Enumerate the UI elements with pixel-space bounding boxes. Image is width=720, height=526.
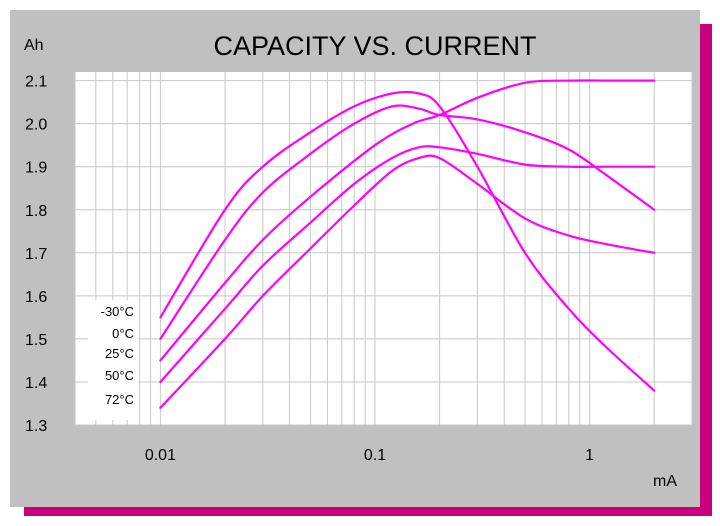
y-tick-label: 1.6 bbox=[25, 289, 47, 306]
x-tick-label: 0.1 bbox=[364, 447, 386, 464]
y-tick-labels: 1.3 1.4 1.5 1.6 1.7 1.8 1.9 2.0 2.1 bbox=[25, 74, 47, 435]
series-line bbox=[159, 154, 656, 409]
series-line bbox=[159, 90, 656, 392]
series-line bbox=[159, 104, 656, 340]
y-tick-label: 2.1 bbox=[25, 74, 47, 91]
x-tick-labels: 0.01 0.1 1 bbox=[145, 447, 594, 464]
x-tick-label: 1 bbox=[585, 447, 594, 464]
series-curves bbox=[159, 79, 656, 409]
y-tick-label: 1.9 bbox=[25, 160, 47, 177]
legend-label: 72°C bbox=[105, 392, 134, 407]
y-tick-label: 1.3 bbox=[25, 418, 47, 435]
legend-label: 25°C bbox=[105, 346, 134, 361]
y-tick-label: 1.5 bbox=[25, 332, 47, 349]
series-line bbox=[159, 79, 656, 362]
legend-label: 0°C bbox=[112, 326, 134, 341]
x-axis-label: mA bbox=[653, 473, 677, 490]
y-tick-label: 1.8 bbox=[25, 203, 47, 220]
y-tick-label: 2.0 bbox=[25, 117, 47, 134]
plot-area bbox=[75, 72, 692, 425]
chart-title: CAPACITY VS. CURRENT bbox=[213, 31, 536, 61]
grid-lines bbox=[74, 72, 693, 426]
legend: -30°C 0°C 25°C 50°C 72°C bbox=[101, 304, 134, 407]
x-tick-label: 0.01 bbox=[145, 447, 176, 464]
y-axis-label: Ah bbox=[24, 37, 44, 54]
y-tick-label: 1.4 bbox=[25, 375, 47, 392]
series-line bbox=[159, 145, 656, 384]
legend-label: 50°C bbox=[105, 368, 134, 383]
y-tick-label: 1.7 bbox=[25, 246, 47, 263]
legend-box bbox=[88, 300, 138, 420]
legend-label: -30°C bbox=[101, 304, 134, 319]
